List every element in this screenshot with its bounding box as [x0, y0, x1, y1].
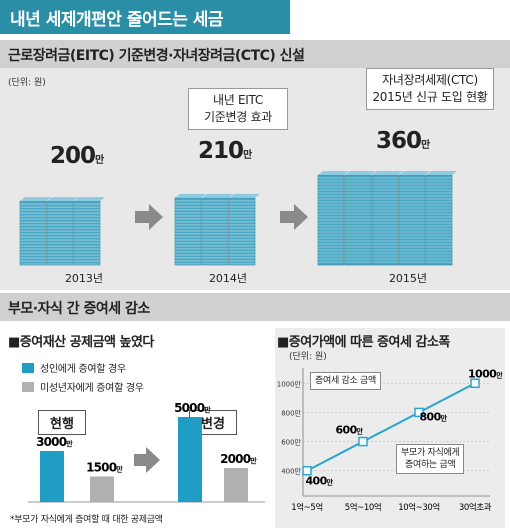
bar-value-label: 2000만 [220, 452, 257, 466]
callout-2014: 내년 EITC 기준변경 효과 [188, 88, 288, 130]
year-2014: 2014년 [208, 272, 248, 285]
footnote: *부모가 자식에게 증여할 때 대한 공제금액 [10, 515, 163, 525]
value-2015-suffix: 만 [421, 140, 430, 151]
bar-minor [224, 468, 248, 502]
x-tick-label: 10억~30억 [398, 502, 440, 513]
money-stack-column [46, 200, 74, 266]
arrow-icon [134, 447, 160, 473]
money-stack-top [175, 193, 206, 198]
y-tick-label: 600만 [281, 438, 301, 447]
data-label-suffix: 만 [441, 413, 448, 422]
label-current: 현행 [38, 410, 86, 435]
callout-2015: 자녀장려세제(CTC) 2015년 신규 도입 현황 [366, 68, 494, 110]
bar-value-label: 1500만 [86, 461, 123, 475]
legend-adult-swatch [22, 362, 34, 373]
arrow-icon [135, 204, 163, 230]
arrow-icon [280, 204, 308, 230]
money-stack-chart [19, 171, 457, 266]
legend-minor-label: 미성년자에게 증여할 경우 [40, 383, 144, 394]
left-chart-title: ■증여재산 공제금액 높였다 [8, 335, 154, 350]
line-note-gift-amount: 부모가 자식에게 증여하는 금액 [396, 444, 465, 474]
value-2014: 210만 [198, 138, 252, 164]
line-note-gift-line2: 증여하는 금액 [404, 460, 456, 470]
money-stack-top [426, 171, 457, 175]
y-tick-label: 400만 [281, 467, 301, 476]
money-stack-column [228, 197, 256, 266]
data-label: 1000만 [468, 367, 503, 380]
legend-minor-swatch [22, 381, 34, 392]
bar-value-suffix: 만 [204, 405, 211, 414]
bar-value-label: 3000만 [36, 435, 73, 449]
data-point [470, 378, 480, 389]
value-2014-number: 210 [198, 138, 244, 164]
data-point [414, 407, 424, 418]
value-2014-suffix: 만 [243, 150, 252, 161]
money-stack-top [20, 197, 51, 202]
money-stack-column [174, 197, 202, 266]
value-2015: 360만 [376, 128, 430, 154]
x-tick-label: 1억~5억 [291, 502, 323, 513]
value-2013-suffix: 만 [95, 155, 104, 166]
money-stack-top [202, 193, 233, 198]
data-label: 400만 [305, 475, 333, 488]
bar-minor [90, 476, 114, 502]
y-tick-label: 800만 [281, 408, 301, 417]
bar-adult [178, 417, 202, 502]
money-stack-top [345, 171, 376, 175]
bar-value-suffix: 만 [66, 439, 73, 448]
money-stack-top [47, 197, 78, 202]
money-stack-column [73, 200, 101, 266]
right-chart-unit: (단위: 원) [289, 352, 327, 362]
money-stack-column [19, 200, 47, 266]
value-2015-number: 360 [376, 128, 422, 154]
bar-value-suffix: 만 [250, 456, 257, 465]
gift-tax-line-chart: 400만 600만 800만 1000만 400만 600만 800만 1000만 1억~5억 5… [277, 367, 504, 513]
line-note-reduction: 증여세 감소 금액 [310, 372, 381, 390]
data-label: 600만 [335, 424, 363, 437]
x-tick-label: 5억~10억 [345, 502, 382, 513]
legend-adult: 성인에게 증여할 경우 [22, 360, 126, 375]
data-label: 800만 [419, 410, 447, 423]
y-tick-label: 1000만 [277, 379, 302, 388]
year-2015: 2015년 [388, 272, 428, 285]
value-2013-number: 200 [50, 143, 96, 169]
section2-heading: 부모·자식 간 증여세 감소 [0, 293, 510, 321]
callout-2015-line2: 2015년 신규 도입 현황 [372, 90, 488, 104]
data-label-suffix: 만 [327, 478, 334, 487]
section1-unit: (단위: 원) [8, 78, 46, 88]
year-2013: 2013년 [64, 272, 104, 285]
x-tick-label: 30억초과 [459, 502, 492, 513]
right-chart-title: ■증여가액에 따른 증여세 감소폭 [277, 335, 450, 350]
series-line [306, 382, 476, 472]
line-note-gift-line1: 부모가 자식에게 [401, 448, 460, 458]
section1-heading: 근로장려금(EITC) 기준변경·자녀장려금(CTC) 신설 [0, 40, 510, 68]
bar-value-label: 5000만 [174, 401, 211, 415]
gift-deduction-bar-chart: 3000만 1500만 5000만 2000만 [28, 401, 265, 503]
money-stack-top [372, 171, 403, 175]
callout-2014-line1: 내년 EITC [213, 93, 263, 107]
money-stack-top [229, 193, 260, 198]
data-label-suffix: 만 [357, 427, 364, 436]
money-stack-top [74, 197, 105, 202]
legend-minor: 미성년자에게 증여할 경우 [22, 379, 144, 394]
callout-2015-line1: 자녀장려세제(CTC) [382, 73, 478, 87]
legend-adult-label: 성인에게 증여할 경우 [40, 364, 126, 375]
data-label-suffix: 만 [496, 370, 503, 379]
bar-adult [40, 451, 64, 502]
page-title: 내년 세제개편안 줄어드는 세금 [0, 0, 290, 34]
value-2013: 200만 [50, 143, 104, 169]
data-point [302, 465, 312, 476]
data-point [358, 436, 368, 447]
callout-2014-line2: 기준변경 효과 [204, 110, 272, 124]
money-stack-top [318, 171, 349, 175]
bar-value-suffix: 만 [116, 465, 123, 474]
money-stack-column [201, 197, 229, 266]
money-stack-top [399, 171, 430, 175]
